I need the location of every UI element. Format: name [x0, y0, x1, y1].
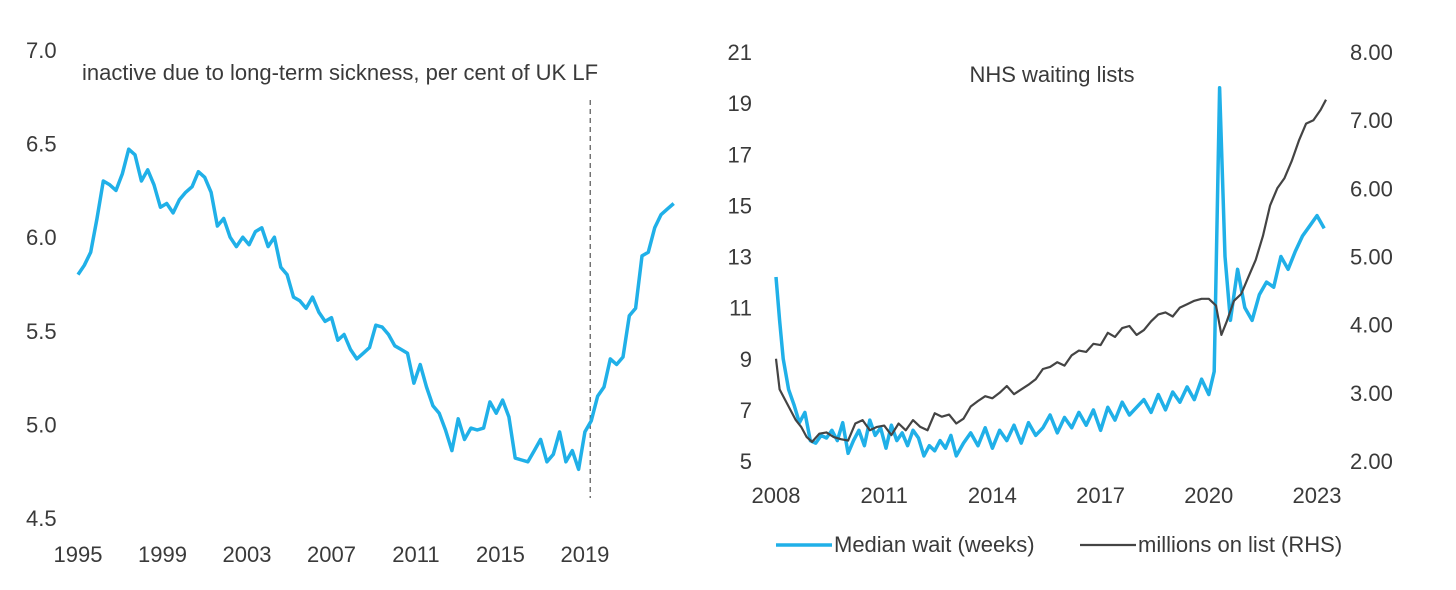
right-chart-right-y-tick-label: 4.00 [1350, 313, 1393, 338]
right-chart-title: NHS waiting lists [969, 62, 1134, 87]
median-wait-series-line [774, 86, 1326, 458]
right-chart-x-tick-labels: 2008 2011 2014 2017 2020 2023 [752, 483, 1342, 508]
right-chart-left-y-tick-label: 7 [740, 398, 752, 423]
right-chart-right-y-tick-label: 2.00 [1350, 449, 1393, 474]
left-y-tick-labels: 7.0 6.5 6.0 5.5 5.0 4.5 [26, 38, 57, 531]
left-y-tick-label: 7.0 [26, 38, 57, 63]
nhs-waiting-lists-chart: NHS waiting lists 21 19 17 15 13 11 9 7 5 8.00 7.… [728, 40, 1393, 557]
sickness-series-line [76, 147, 675, 472]
right-chart-left-y-tick-label: 5 [740, 449, 752, 474]
right-chart-left-y-tick-label: 17 [728, 142, 752, 167]
left-x-tick-label: 1995 [54, 542, 103, 567]
right-chart-left-y-tick-labels: 21 19 17 15 13 11 9 7 5 [728, 40, 752, 474]
left-y-tick-label: 6.5 [26, 132, 57, 157]
right-chart-right-y-tick-label: 7.00 [1350, 108, 1393, 133]
left-chart-title: inactive due to long-term sickness, per … [82, 60, 598, 85]
left-x-tick-label: 2007 [307, 542, 356, 567]
legend-label-millions-on-list: millions on list (RHS) [1138, 532, 1342, 557]
right-chart-x-tick-label: 2023 [1292, 483, 1341, 508]
left-x-tick-labels: 1995 1999 2003 2007 2011 2015 2019 [54, 542, 610, 567]
left-y-tick-label: 4.5 [26, 506, 57, 531]
right-chart-left-y-tick-label: 11 [729, 296, 752, 321]
right-chart-right-y-tick-label: 8.00 [1350, 40, 1393, 65]
legend-label-median-wait: Median wait (weeks) [834, 532, 1035, 557]
left-x-tick-label: 2003 [223, 542, 272, 567]
sickness-inactivity-chart: inactive due to long-term sickness, per … [26, 38, 675, 567]
right-chart-right-y-tick-label: 5.00 [1350, 245, 1393, 270]
right-chart-left-y-tick-label: 15 [728, 193, 752, 218]
right-chart-left-y-tick-label: 19 [728, 91, 752, 116]
left-x-tick-label: 1999 [138, 542, 187, 567]
left-y-tick-label: 6.0 [26, 225, 57, 250]
left-y-tick-label: 5.0 [26, 412, 57, 437]
right-chart-x-tick-label: 2008 [752, 483, 801, 508]
right-chart-right-y-tick-label: 3.00 [1350, 381, 1393, 406]
left-x-tick-label: 2011 [392, 542, 439, 567]
right-chart-left-y-tick-label: 13 [728, 245, 752, 270]
right-chart-left-y-tick-label: 21 [728, 40, 752, 65]
left-y-tick-label: 5.5 [26, 319, 57, 344]
millions-on-list-series-line [774, 99, 1327, 443]
right-chart-x-tick-label: 2011 [861, 483, 908, 508]
right-chart-x-tick-label: 2014 [968, 483, 1017, 508]
right-chart-x-tick-label: 2020 [1184, 483, 1233, 508]
right-chart-legend: Median wait (weeks) millions on list (RH… [776, 532, 1342, 557]
left-x-tick-label: 2015 [476, 542, 525, 567]
right-chart-x-tick-label: 2017 [1076, 483, 1125, 508]
right-chart-right-y-tick-labels: 8.00 7.00 6.00 5.00 4.00 3.00 2.00 [1350, 40, 1393, 474]
left-x-tick-label: 2019 [560, 542, 609, 567]
right-chart-left-y-tick-label: 9 [740, 347, 752, 372]
right-chart-right-y-tick-label: 6.00 [1350, 176, 1393, 201]
